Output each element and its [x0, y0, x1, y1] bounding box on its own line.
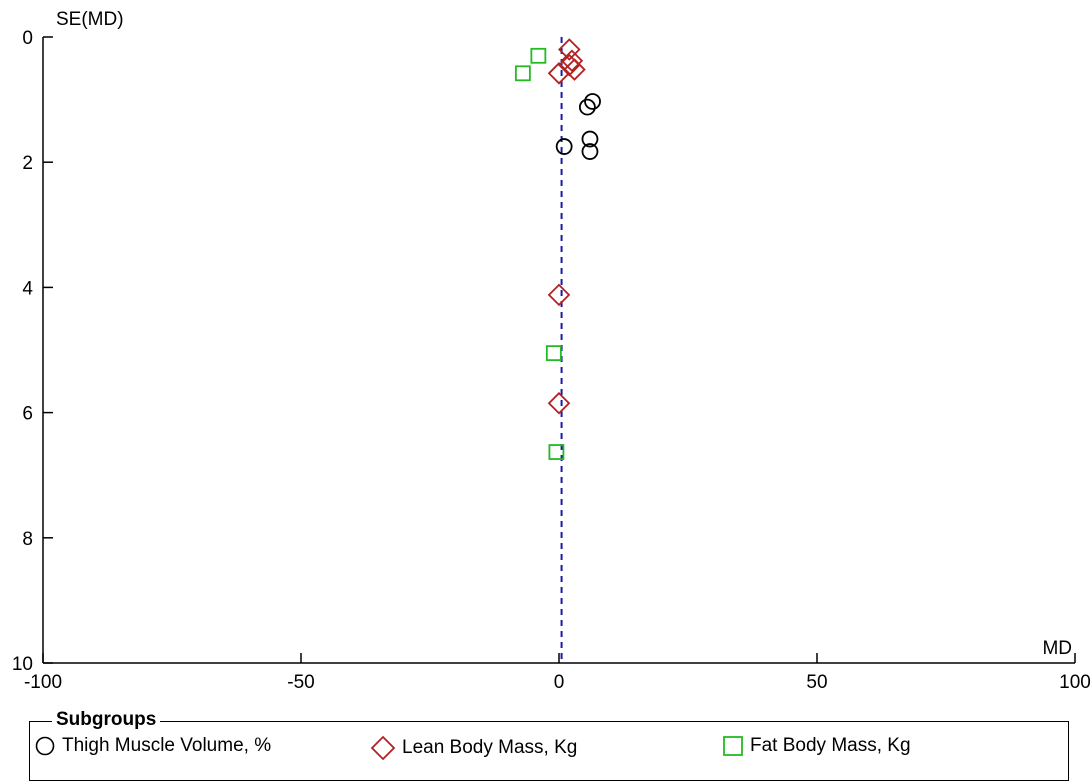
x-tick-label: 100	[1059, 672, 1091, 693]
y-tick-label: 6	[22, 404, 33, 425]
diamond-point	[560, 49, 584, 73]
legend-item-lean-body-mass: Lean Body Mass, Kg	[370, 735, 577, 761]
y-ticks: 0 2 4 6 8 10	[12, 28, 53, 675]
legend-item-thigh-muscle-volume: Thigh Muscle Volume, %	[34, 735, 271, 757]
x-tick-label: 50	[806, 672, 827, 693]
diamond-point	[547, 391, 571, 415]
legend-item-fat-body-mass: Fat Body Mass, Kg	[722, 735, 911, 757]
y-tick-label: 0	[22, 28, 33, 49]
square-point	[545, 345, 562, 362]
square-point	[530, 47, 547, 64]
axes: SE(MD) MD	[42, 9, 1075, 664]
x-axis-label: MD	[1042, 638, 1072, 659]
legend-title: Subgroups	[52, 709, 161, 731]
y-tick-label: 10	[12, 654, 33, 675]
circle-point	[578, 98, 596, 116]
y-tick-label: 8	[22, 529, 33, 550]
y-tick-label: 4	[22, 278, 33, 299]
legend-label: Thigh Muscle Volume, %	[62, 735, 272, 756]
data-points	[514, 38, 601, 460]
square-marker-icon	[723, 736, 743, 756]
legend-label: Lean Body Mass, Kg	[402, 737, 578, 758]
x-ticks: -100 -50 0 50 100	[24, 653, 1091, 693]
square-point	[514, 65, 531, 82]
diamond-point	[558, 38, 581, 61]
circle-point	[581, 143, 599, 160]
circle-point	[555, 138, 573, 155]
diamond-point	[563, 58, 586, 81]
y-tick-label: 2	[22, 153, 33, 174]
diamond-point	[547, 283, 571, 307]
square-point	[548, 444, 565, 460]
x-tick-label: 0	[554, 672, 565, 693]
x-tick-label: -50	[287, 672, 314, 693]
x-tick-label: -100	[24, 672, 62, 693]
circle-marker-icon	[35, 736, 55, 756]
diamond-marker-icon	[370, 735, 396, 761]
funnel-plot: SE(MD) MD 0 2 4 6 8 10 -100 -50 0 50 100	[12, 9, 1091, 693]
y-axis-label: SE(MD)	[56, 9, 124, 30]
circle-point	[584, 93, 601, 110]
circle-point	[581, 130, 599, 148]
diamond-point	[547, 62, 571, 85]
legend-label: Fat Body Mass, Kg	[750, 735, 911, 756]
